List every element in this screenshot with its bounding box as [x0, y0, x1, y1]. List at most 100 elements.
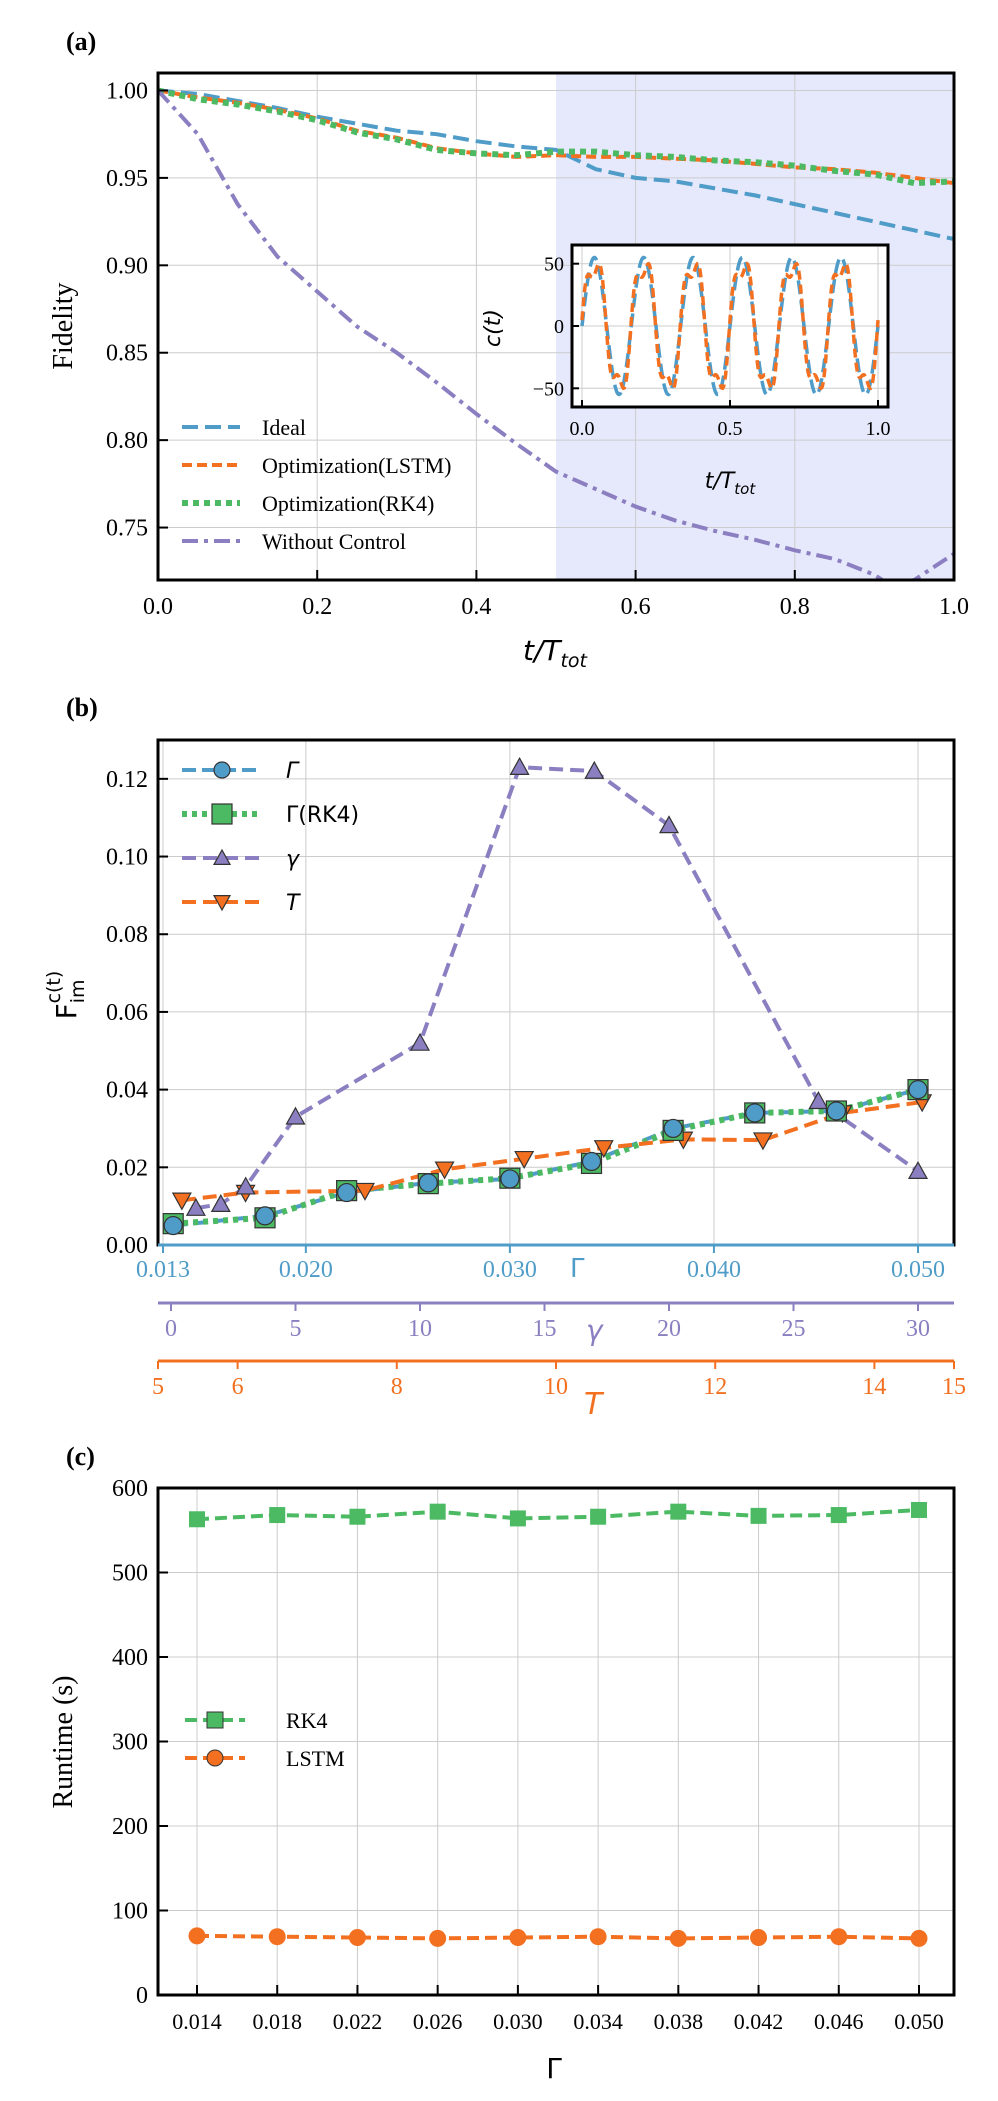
- series-T: [181, 1100, 923, 1203]
- series-gamma-small-point: [584, 760, 605, 779]
- series-runtime-rk4-point: [429, 1503, 446, 1520]
- axis-T-label: T: [584, 1387, 605, 1422]
- axis-T-tick-label: 12: [703, 1374, 727, 1400]
- legend-gamma-small: γ: [286, 847, 300, 872]
- x-tick-label: 0.022: [333, 2009, 383, 2034]
- y-tick-label: 0.00: [106, 1233, 148, 1259]
- panel-c-series: [188, 1501, 928, 1947]
- panel-c-ticks: 0.014 0.018 0.022 0.026 0.030 0.034 0.038 0.042…: [112, 1476, 944, 2034]
- series-runtime-lstm: [196, 1933, 920, 1941]
- axis-gamma-small-tick-label: 5: [290, 1316, 302, 1342]
- y-tick-label: 500: [112, 1561, 148, 1587]
- series-rk4: [158, 87, 954, 187]
- panel-b: (b) 0.00 0.02 0.04 0.06 0.08 0.10 0.12 Fimc(t)…: [43, 693, 966, 1422]
- series-gamma-small-point: [210, 1193, 231, 1213]
- axis-gamma-small-tick-label: 0: [165, 1316, 177, 1342]
- series-runtime-lstm-point: [910, 1929, 928, 1947]
- series-gamma-small-point: [658, 815, 680, 834]
- legend-c-lstm-marker: [206, 1749, 224, 1767]
- panel-c-grid: [158, 1487, 954, 1996]
- inset-series-lstm: [580, 261, 880, 391]
- axis-gamma-small-tick-label: 10: [408, 1316, 432, 1342]
- y-tick-label: 0.10: [106, 845, 148, 871]
- x-tick-label: 0.038: [654, 2009, 704, 2034]
- series-runtime-rk4-point: [349, 1508, 366, 1525]
- axis-gamma-small-tick-label: 25: [782, 1316, 806, 1342]
- series-runtime-lstm-point: [589, 1928, 607, 1946]
- series-gamma-small-point: [907, 1160, 929, 1179]
- panel-a-legend: Ideal Optimization(LSTM) Optimization(RK…: [182, 415, 451, 554]
- series-T-point: [434, 1161, 455, 1180]
- y-tick-label: 0.02: [106, 1155, 148, 1181]
- x-tick-label: 0.042: [734, 2009, 784, 2034]
- series-gamma-small-point: [285, 1106, 306, 1125]
- legend-gamma-big: Γ: [286, 759, 300, 784]
- series-without-control: [158, 89, 954, 580]
- panel-b-markers: [162, 756, 933, 1236]
- legend-ideal: Ideal: [262, 415, 306, 440]
- series-gamma-small-point: [808, 1091, 829, 1110]
- panel-b-series: [172, 765, 923, 1228]
- axis-T-tick-label: 15: [942, 1374, 966, 1400]
- series-gamma-small-point: [185, 1197, 206, 1216]
- x-tick-label: 0.014: [172, 2009, 222, 2034]
- inset-y-tick-label: −50: [533, 378, 564, 400]
- axis-T-tick-label: 14: [862, 1374, 886, 1400]
- series-runtime-lstm-point: [830, 1928, 848, 1946]
- series-runtime-lstm-point: [429, 1929, 447, 1947]
- series-gamma-rk4: [173, 1086, 919, 1227]
- legend-c-rk4-marker: [206, 1711, 224, 1729]
- panel-a-inset: 0.0 0.5 1.0 50 0 −50 c(t) t/Ttot: [481, 243, 891, 498]
- panel-a-ticks: 0.0 0.2 0.4 0.6 0.8 1.0 0.75 0.80 0.85 0.90 0.95 1.…: [106, 78, 969, 620]
- axis-gamma-big-tick-label: 0.050: [891, 1257, 945, 1283]
- legend-lstm: Optimization(LSTM): [262, 453, 451, 478]
- axis-gamma-small-tick-label: 15: [533, 1316, 557, 1342]
- inset-ylabel: c(t): [481, 309, 506, 347]
- axis-gamma-small-label: γ: [586, 1314, 604, 1347]
- series-gamma-big-point: [581, 1151, 602, 1172]
- panel-c: (c) 0.014 0.018 0.022 0.026 0.030 0.034 0.038 0…: [48, 1442, 956, 2085]
- y-tick-label: 0.80: [106, 428, 148, 454]
- axis-gamma-big-tick-label: 0.030: [483, 1257, 537, 1283]
- series-gamma-small: [195, 765, 920, 1211]
- inset-y-tick-label: 0: [554, 316, 564, 338]
- series-T-point: [171, 1192, 192, 1211]
- series-gamma-big-point: [908, 1080, 928, 1100]
- inset-xlabel: t/Ttot: [705, 469, 757, 498]
- legend-nocontrol: Without Control: [262, 529, 406, 554]
- inset-x-tick-label: 0.5: [718, 418, 743, 440]
- series-gamma-big-point: [663, 1118, 683, 1139]
- y-tick-label: 100: [112, 1899, 148, 1925]
- series-gamma-big-point: [255, 1206, 275, 1226]
- x-tick-label: 0.018: [252, 2009, 302, 2034]
- panel-b-legend: Γ Γ(RK4) γ T: [182, 759, 359, 916]
- legend-marker-series-T: [212, 894, 232, 912]
- legend-T: T: [286, 891, 301, 916]
- series-gamma-big-point: [745, 1103, 765, 1123]
- panel-c-ylabel: Runtime (s): [48, 1676, 79, 1809]
- legend-gamma-rk4: Γ(RK4): [286, 803, 359, 828]
- panel-b-label: (b): [66, 693, 98, 722]
- series-runtime-lstm-point: [268, 1928, 286, 1946]
- series-runtime-rk4-point: [590, 1508, 607, 1525]
- series-gamma-small-point: [235, 1176, 256, 1195]
- axis-T-tick-label: 10: [544, 1374, 568, 1400]
- axis-gamma-big-tick-label: 0.040: [687, 1257, 741, 1283]
- x-tick-label: 0.050: [894, 2009, 944, 2034]
- inset-series: [580, 255, 880, 397]
- series-gamma-big-point: [163, 1215, 183, 1236]
- legend-c-rk4: RK4: [286, 1708, 328, 1733]
- series-gamma-big-point: [418, 1173, 438, 1193]
- series-runtime-rk4-point: [670, 1503, 687, 1520]
- axis-T-tick-label: 8: [391, 1374, 403, 1400]
- series-runtime-rk4: [196, 1507, 920, 1522]
- axis-gamma-big-label: Γ: [570, 1254, 585, 1284]
- series-T-point: [752, 1132, 773, 1151]
- y-tick-label: 0.75: [106, 516, 148, 542]
- series-T-point: [593, 1140, 614, 1159]
- series-gamma-big-point: [500, 1169, 520, 1189]
- series-runtime-lstm-point: [348, 1929, 366, 1947]
- panel-a-xlabel: t/Ttot: [523, 634, 589, 672]
- series-gamma-small-point: [409, 1032, 431, 1051]
